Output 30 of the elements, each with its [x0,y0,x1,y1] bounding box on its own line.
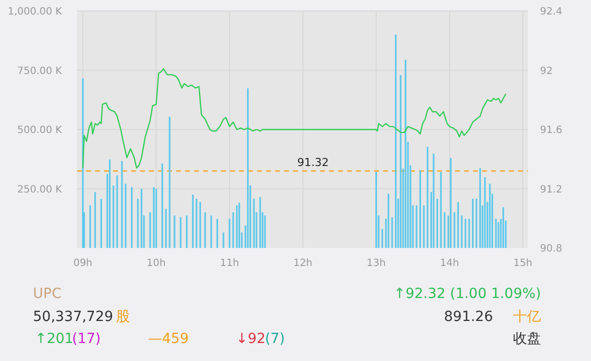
y2-tick-label: 90.8 [540,244,562,254]
x-tick-label: 11h [220,258,240,269]
x-tick-label: 13h [366,258,386,269]
y2-tick-label: 92.4 [540,6,562,18]
y2-tick-label: 92 [540,66,553,77]
y-tick-label: 250.00 K [17,184,62,196]
ref-line-label: 91.32 [297,156,329,169]
line-series [82,68,506,169]
text: ↑201 [35,331,74,347]
y-tick-label: 750.00 K [17,66,62,77]
y-tick-label: 1,000.00 K [8,6,62,18]
text: 股 [116,309,130,325]
text: 891.26 [444,309,494,325]
x-tick-label: 10h [146,258,166,269]
text: (17) [72,331,101,347]
text: 十亿 [513,309,541,325]
text: 50,337,729 [33,309,114,325]
y2-tick-label: 91.2 [540,184,562,196]
x-tick-label: 09h [73,258,92,269]
text: (7) [265,331,285,347]
text: UPC [33,286,62,302]
text: 收盘 [513,331,541,347]
text: ↓92 [236,331,266,347]
text: —459 [148,331,189,347]
x-tick-label: 14h [440,258,460,269]
x-tick-label: 12h [293,258,312,269]
text: ↑92.32 (1.00 1.09%) [394,286,541,302]
y-tick-label: 500.00 K [17,125,62,136]
y2-tick-label: 91.6 [540,125,562,136]
x-tick-label: 15h [513,258,532,269]
